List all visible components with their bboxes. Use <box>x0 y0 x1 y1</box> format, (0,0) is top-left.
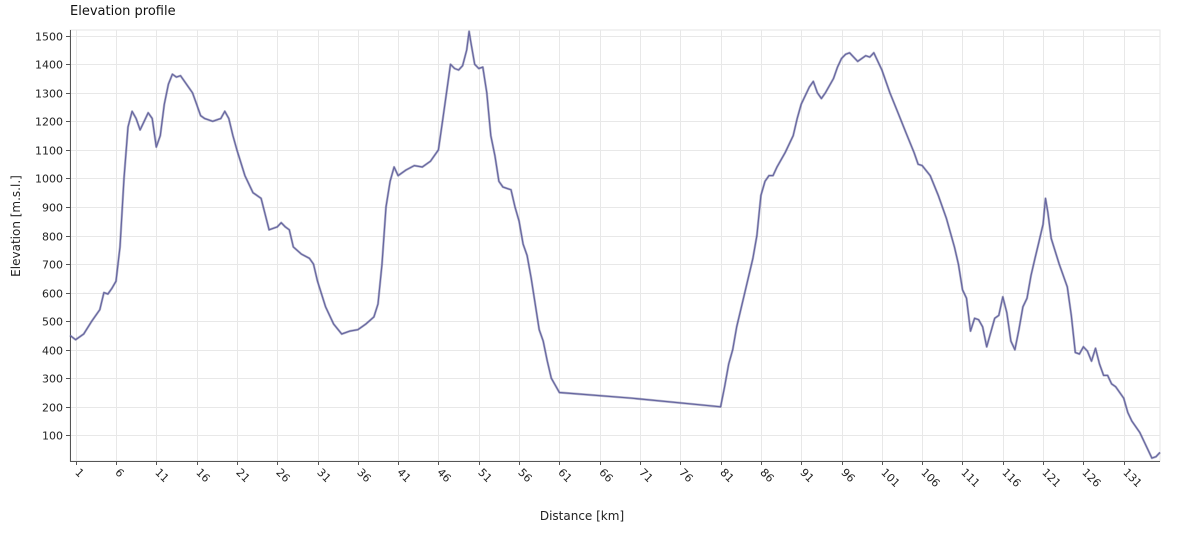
x-tick-label: 111 <box>958 466 982 490</box>
x-tick-label: 131 <box>1120 466 1144 490</box>
x-tick-label: 76 <box>676 466 695 485</box>
x-tick-label: 91 <box>797 466 816 485</box>
x-tick-label: 96 <box>838 466 857 485</box>
x-tick-label: 66 <box>596 466 615 485</box>
x-tick-labels: 1 6 11 16 21 26 31 36 41 46 51 56 61 66 71 76 81 86 91 96 10… <box>72 466 1144 490</box>
x-tick-label: 36 <box>354 466 373 485</box>
y-tick-label: 200 <box>42 402 63 415</box>
y-tick-label: 1200 <box>35 116 63 129</box>
y-tick-label: 400 <box>42 345 63 358</box>
series-shadow <box>69 30 1161 460</box>
y-tick-labels: 100 200 300 400 500 600 700 800 900 1000 1100 1200 1… <box>35 31 63 443</box>
x-tick-label: 31 <box>314 466 333 485</box>
x-tick-label: 1 <box>72 466 86 480</box>
x-tick-label: 51 <box>475 466 494 485</box>
y-tick-label: 1300 <box>35 88 63 101</box>
y-tick-label: 300 <box>42 373 63 386</box>
y-tick-label: 500 <box>42 316 63 329</box>
x-tick-label: 21 <box>233 466 252 485</box>
axes <box>66 30 1160 465</box>
chart-title: Elevation profile <box>70 4 176 19</box>
x-tick-label: 26 <box>273 466 292 485</box>
x-tick-label: 81 <box>717 466 736 485</box>
x-tick-label: 46 <box>434 466 453 485</box>
x-tick-label: 16 <box>193 466 212 485</box>
x-tick-label: 116 <box>999 466 1023 490</box>
x-tick-label: 11 <box>152 466 171 485</box>
y-tick-label: 1400 <box>35 59 63 72</box>
x-tick-label: 41 <box>394 466 413 485</box>
x-tick-label: 71 <box>636 466 655 485</box>
y-tick-label: 800 <box>42 231 63 244</box>
y-tick-label: 100 <box>42 430 63 443</box>
series-layer <box>69 30 1161 460</box>
elevation-line <box>69 30 1161 459</box>
x-tick-label: 61 <box>555 466 574 485</box>
y-tick-label: 700 <box>42 259 63 272</box>
x-tick-label: 86 <box>757 466 776 485</box>
x-tick-label: 126 <box>1079 466 1103 490</box>
y-tick-label: 1500 <box>35 31 63 44</box>
grid-lines <box>69 29 1161 462</box>
y-tick-label: 1000 <box>35 173 63 186</box>
y-tick-label: 900 <box>42 202 63 215</box>
x-tick-label: 121 <box>1039 466 1063 490</box>
y-tick-label: 1100 <box>35 145 63 158</box>
x-tick-label: 6 <box>112 466 126 480</box>
x-tick-label: 106 <box>918 466 942 490</box>
x-axis-title: Distance [km] <box>540 509 624 523</box>
x-tick-label: 56 <box>515 466 534 485</box>
x-tick-label: 101 <box>878 466 902 490</box>
y-tick-label: 600 <box>42 288 63 301</box>
y-axis-title: Elevation [m.s.l.] <box>9 175 23 277</box>
